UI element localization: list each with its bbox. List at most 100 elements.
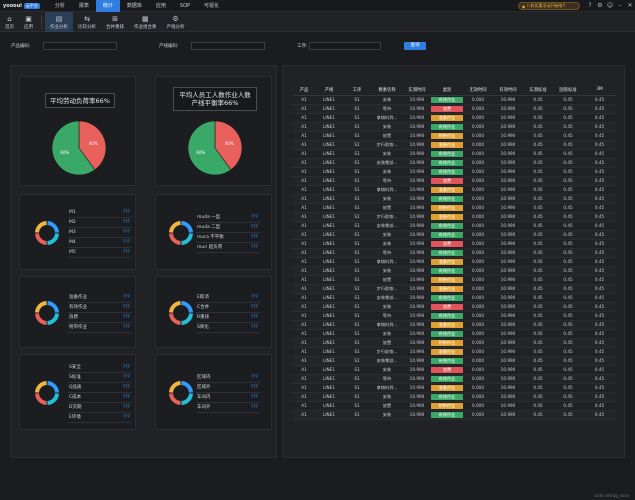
toolbar-item-4[interactable]: ⊞ 合并重排 <box>101 12 129 32</box>
column-header[interactable]: 国际标准 <box>553 85 583 96</box>
table-row[interactable]: A1 LINE1 S1 安装 10.990 有效作业 0.000 10.990 0.45 0.45… <box>293 266 616 276</box>
user-icon[interactable]: ☺ <box>606 2 614 9</box>
table-row[interactable]: A1 LINE1 S1 等待 10.990 有效作业 0.000 10.990 0.45 0.45… <box>293 248 616 258</box>
donut-segment <box>47 393 59 405</box>
table-row[interactable]: A1 LINE1 S1 放置 10.990 附带作业 0.000 10.990 0.45 0.45… <box>293 401 616 411</box>
menu-item-1[interactable]: 报表 <box>78 2 89 9</box>
category-badge: 准备作业 <box>431 141 463 148</box>
column-header[interactable]: 实测时间 <box>403 85 431 96</box>
table-row[interactable]: A1 LINE1 S1 安装 10.990 有效作业 0.000 10.990 0.45 0.45… <box>293 410 616 420</box>
table-row[interactable]: A1 LINE1 S1 安装 10.990 浪费 0.000 10.990 0.45 0.45 0.… <box>293 365 616 375</box>
table-row[interactable]: A1 LINE1 S1 放置 10.990 附带作业 0.000 10.990 0.45 0.45… <box>293 275 616 285</box>
toolbar-item-2[interactable]: ▤ 作业分析 <box>45 12 73 32</box>
query-button[interactable]: 查询 <box>404 42 426 50</box>
table-row[interactable]: A1 LINE1 S1 安装零部... 10.990 有效作业 0.000 10.990 0.4… <box>293 221 616 231</box>
toolbar-item-5[interactable]: ▦ 作业组合要 <box>129 12 162 32</box>
table-row[interactable]: A1 LINE1 S1 步行取物... 10.990 准备作业 0.000 10.990 0.4… <box>293 212 616 222</box>
table-row[interactable]: A1 LINE1 S1 放置 10.990 附带作业 0.000 10.990 0.45 0.45… <box>293 203 616 213</box>
close-icon[interactable]: ✕ <box>627 2 633 9</box>
table-row[interactable]: A1 LINE1 S1 安装 10.990 有效作业 0.000 10.990 0.45 0.45… <box>293 167 616 177</box>
category-badge: 有效作业 <box>431 123 463 130</box>
table-row[interactable]: A1 LINE1 S1 放置 10.990 附带作业 0.000 10.990 0.45 0.45… <box>293 131 616 141</box>
column-header[interactable]: 有效时间 <box>493 85 523 96</box>
table-cell: A1 <box>293 302 315 312</box>
legend-name: 车间内 <box>197 395 211 400</box>
table-row[interactable]: A1 LINE1 S1 安装 10.990 有效作业 0.000 10.990 0.45 0.45… <box>293 194 616 204</box>
donut-segment <box>35 233 47 245</box>
table-cell: 10.990 <box>493 329 523 339</box>
menu-item-0[interactable]: 分析 <box>54 2 65 9</box>
table-cell: 有效作业 <box>431 95 463 105</box>
table-row[interactable]: A1 LINE1 S1 拿物料到... 10.990 准备作业 0.000 10.990 0.4… <box>293 257 616 267</box>
legend-name: 附带作业 <box>69 325 87 330</box>
menu-item-6[interactable]: 可视化 <box>204 2 220 9</box>
toolbar-item-0[interactable]: ⌂ 首页 <box>0 12 19 32</box>
column-header[interactable]: 要素名称 <box>371 85 403 96</box>
table-cell: 0.000 <box>463 374 493 384</box>
table-cell: 10.990 <box>493 275 523 285</box>
brand-logo[interactable]: yoooui 云平台 <box>3 2 40 9</box>
legend-item: D交期??? <box>68 403 132 413</box>
table-row[interactable]: A1 LINE1 S1 等待 10.990 有效作业 0.000 10.990 0.45 0.45… <box>293 311 616 321</box>
brand-badge: 云平台 <box>23 2 40 9</box>
table-cell: S1 <box>343 374 371 384</box>
table-row[interactable]: A1 LINE1 S1 安装 10.990 浪费 0.000 10.990 0.45 0.45 0.… <box>293 239 616 249</box>
table-row[interactable]: A1 LINE1 S1 拿物料到... 10.990 准备作业 0.000 10.990 0.4… <box>293 113 616 123</box>
column-header[interactable]: 产线 <box>315 85 343 96</box>
product-code-input[interactable] <box>43 42 117 50</box>
table-cell: 10.990 <box>403 347 431 357</box>
table-cell: A1 <box>293 275 315 285</box>
menu-item-3[interactable]: 数据库 <box>126 2 142 9</box>
menu-item-4[interactable]: 应用 <box>155 2 166 9</box>
minimize-icon[interactable]: – <box>618 2 622 9</box>
legend-value: ??? <box>122 415 130 420</box>
table-cell: 0.45 <box>553 257 583 267</box>
promo-alert[interactable]: ◆ 八折优惠活动开始啦!! <box>518 2 580 10</box>
toolbar-item-6[interactable]: ⚙ 产线分析 <box>162 12 190 32</box>
table-cell: 0.45 <box>553 167 583 177</box>
column-header[interactable]: 类别 <box>431 85 463 96</box>
table-row[interactable]: A1 LINE1 S1 等待 10.990 浪费 0.000 10.990 0.45 0.45 0.… <box>293 176 616 186</box>
table-row[interactable]: A1 LINE1 S1 拿物料到... 10.990 准备作业 0.000 10.990 0.4… <box>293 320 616 330</box>
table-row[interactable]: A1 LINE1 S1 安装 10.990 有效作业 0.000 10.990 0.45 0.45… <box>293 392 616 402</box>
settings-icon[interactable]: ⚙ <box>597 2 603 9</box>
table-row[interactable]: A1 LINE1 S1 步行取物... 10.990 准备作业 0.000 10.990 0.4… <box>293 140 616 150</box>
table-row[interactable]: A1 LINE1 S1 安装 10.990 有效作业 0.000 10.990 0.45 0.45… <box>293 122 616 132</box>
toolbar-item-3[interactable]: ⇆ 比较分析 <box>73 12 101 32</box>
help-icon[interactable]: ? <box>588 2 592 9</box>
column-header[interactable]: 产品 <box>293 85 315 96</box>
legend-item: C合并??? <box>196 303 260 313</box>
table-row[interactable]: A1 LINE1 S1 安装零部... 10.990 有效作业 0.000 10.990 0.4… <box>293 356 616 366</box>
table-cell: 准备作业 <box>431 212 463 222</box>
menu-item-2[interactable]: 统计 <box>95 0 120 12</box>
table-row[interactable]: A1 LINE1 S1 安装 10.990 有效作业 0.000 10.990 0.45 0.45… <box>293 230 616 240</box>
table-row[interactable]: A1 LINE1 S1 等待 10.990 有效作业 0.000 10.990 0.45 0.45… <box>293 374 616 384</box>
column-header[interactable]: 实测标准 <box>523 85 553 96</box>
table-row[interactable]: A1 LINE1 S1 安装 10.990 有效作业 0.000 10.990 0.45 0.45… <box>293 149 616 159</box>
table-cell: A1 <box>293 230 315 240</box>
table-row[interactable]: A1 LINE1 S1 步行取物... 10.990 准备作业 0.000 10.990 0.4… <box>293 347 616 357</box>
menu-item-5[interactable]: SOP <box>179 2 191 9</box>
table-row[interactable]: A1 LINE1 S1 安装零部... 10.990 有效作业 0.000 10.990 0.4… <box>293 293 616 303</box>
table-row[interactable]: A1 LINE1 S1 安装 10.990 有效作业 0.000 10.990 0.45 0.45… <box>293 329 616 339</box>
column-header[interactable]: 工序 <box>343 85 371 96</box>
table-row[interactable]: A1 LINE1 S1 安装 10.990 浪费 0.000 10.990 0.45 0.45 0.… <box>293 302 616 312</box>
toolbar-label: 合并重排 <box>106 24 124 30</box>
table-row[interactable]: A1 LINE1 S1 等待 10.990 浪费 0.000 10.990 0.45 0.45 0.… <box>293 104 616 114</box>
table-cell: LINE1 <box>315 185 343 195</box>
table-cell: 0.45 <box>523 248 553 258</box>
donut-segment <box>181 221 193 233</box>
toolbar-item-1[interactable]: ▣ 应用 <box>19 12 38 32</box>
line-code-input[interactable] <box>191 42 265 50</box>
table-row[interactable]: A1 LINE1 S1 拿物料到... 10.990 准备作业 0.000 10.990 0.4… <box>293 185 616 195</box>
table-row[interactable]: A1 LINE1 S1 步行取物... 10.990 准备作业 0.000 10.990 0.4… <box>293 284 616 294</box>
process-input[interactable] <box>309 42 381 50</box>
column-header[interactable]: 3M <box>583 85 616 96</box>
column-header[interactable]: 无效时间 <box>463 85 493 96</box>
table-row[interactable]: A1 LINE1 S1 放置 10.990 附带作业 0.000 10.990 0.45 0.45… <box>293 338 616 348</box>
legend-name: C成本 <box>69 395 82 400</box>
table-cell: 安装零部... <box>371 221 403 231</box>
table-row[interactable]: A1 LINE1 S1 拿物料到... 10.990 准备作业 0.000 10.990 0.4… <box>293 383 616 393</box>
table-row[interactable]: A1 LINE1 S1 安装 10.990 有效作业 0.000 10.990 0.45 0.45… <box>293 95 616 105</box>
table-row[interactable]: A1 LINE1 S1 安装零部... 10.990 有效作业 0.000 10.990 0.4… <box>293 158 616 168</box>
